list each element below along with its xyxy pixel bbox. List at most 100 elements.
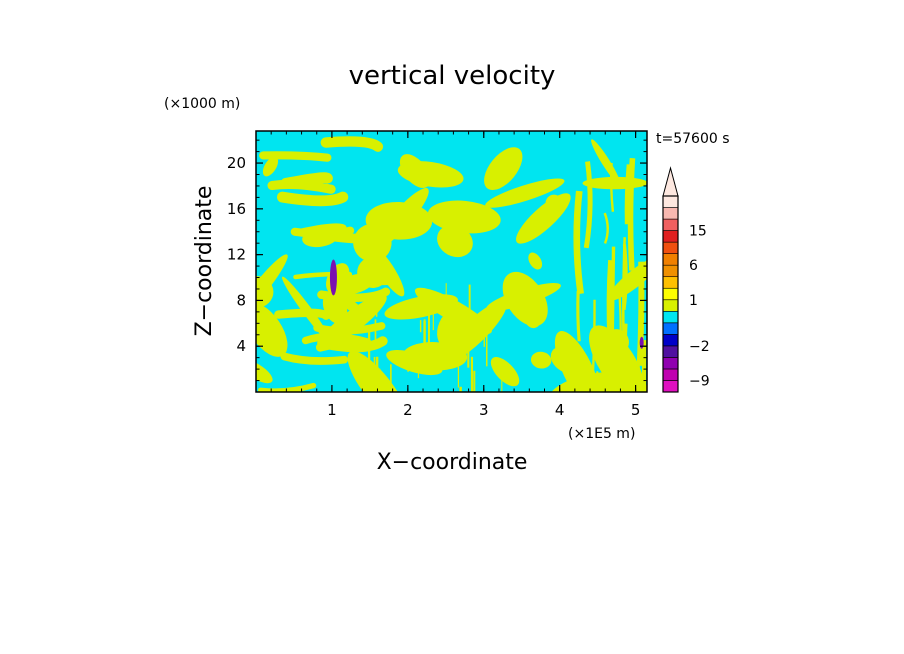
colorbar-label: −2: [689, 339, 710, 355]
positive-streak: [614, 333, 619, 392]
positive-band: [257, 382, 317, 392]
positive-region: [530, 351, 552, 369]
positive-band: [259, 151, 332, 162]
x-tick-label: 4: [555, 401, 565, 419]
y-tick-label: 16: [227, 200, 246, 218]
positive-streak: [573, 190, 584, 295]
positive-band: [290, 226, 355, 238]
positive-region: [365, 202, 433, 240]
y-axis: 4 8 12 16 20: [227, 139, 647, 382]
positive-streak: [596, 371, 601, 392]
positive-streak: [617, 295, 622, 392]
negative-extreme-region: [329, 259, 337, 296]
positive-region: [485, 178, 565, 208]
positive-streak: [622, 237, 626, 339]
x-axis-unit: (×1E5 m): [568, 426, 635, 442]
x-tick-label: 1: [327, 401, 337, 419]
time-label: t=57600 s: [656, 131, 730, 147]
positive-band: [267, 179, 336, 194]
negative-extreme-region: [639, 336, 644, 349]
colorbar-segment: [662, 264, 679, 278]
positive-band: [274, 308, 331, 320]
positive-streak: [622, 364, 629, 392]
positive-region: [490, 357, 520, 387]
colorbar-segment: [662, 357, 679, 370]
positive-band: [315, 338, 371, 352]
colorbar-segment: [662, 230, 679, 243]
positive-band: [277, 191, 349, 207]
positive-band: [317, 287, 391, 302]
x-axis-label: X−coordinate: [377, 450, 528, 475]
positive-streak: [583, 161, 593, 249]
colorbar-extend-arrow: [662, 166, 679, 197]
positive-streak: [606, 259, 614, 342]
positive-region: [437, 307, 472, 350]
positive-region: [607, 256, 647, 301]
colorbar-segment: [662, 334, 679, 347]
colorbar-segment: [662, 253, 679, 266]
field-layer: [256, 131, 647, 392]
positive-region: [427, 200, 501, 234]
positive-region: [591, 139, 621, 185]
colorbar-segment: [662, 368, 679, 381]
positive-streak: [610, 246, 616, 356]
positive-band: [320, 136, 384, 152]
chart-title: vertical velocity: [349, 61, 556, 91]
positive-region: [397, 161, 464, 188]
colorbar-segment: [662, 380, 679, 393]
positive-regions: [256, 136, 647, 392]
positive-streak: [624, 164, 632, 225]
positive-region: [256, 302, 288, 357]
positive-band: [293, 271, 353, 280]
positive-region: [516, 193, 571, 244]
x-axis: 1 2 3 4 5: [270, 131, 641, 419]
positive-region: [256, 254, 288, 324]
y-tick-label: 12: [227, 246, 246, 264]
x-tick-label: 3: [479, 401, 489, 419]
positive-streak: [627, 157, 636, 271]
y-tick-label: 20: [227, 154, 246, 172]
colorbar-frame: [662, 195, 679, 393]
y-axis-label: Z−coordinate: [192, 186, 217, 337]
colorbar: 15 6 1 −2 −9: [662, 166, 710, 393]
colorbar-segment: [662, 195, 679, 208]
positive-streak: [603, 212, 609, 244]
positive-streak: [641, 357, 646, 392]
colorbar-segment: [662, 310, 679, 324]
positive-region: [484, 147, 523, 191]
positive-region: [502, 271, 548, 327]
colorbar-segment: [662, 207, 679, 220]
positive-streak: [587, 371, 595, 392]
positive-region: [437, 224, 473, 258]
colorbar-label: 15: [689, 224, 707, 240]
positive-streak: [640, 384, 647, 392]
y-tick-label: 4: [236, 337, 246, 355]
positive-streak: [576, 291, 581, 342]
colorbar-segment: [662, 299, 679, 312]
y-axis-unit: (×1000 m): [164, 96, 240, 112]
colorbar-segment: [662, 241, 679, 254]
positive-streak: [609, 162, 615, 212]
positive-region: [262, 156, 279, 177]
x-tick-label: 2: [403, 401, 413, 419]
colorbar-label: 1: [689, 293, 698, 309]
x-tick-label: 5: [631, 401, 641, 419]
positive-region: [386, 349, 443, 376]
positive-region: [528, 252, 543, 270]
plot-frame: [255, 130, 648, 393]
positive-region: [384, 294, 458, 320]
colorbar-label: −9: [689, 373, 710, 389]
colorbar-segment: [662, 276, 679, 289]
colorbar-segment: [662, 218, 679, 231]
positive-streak: [582, 378, 587, 392]
y-tick-label: 8: [236, 291, 246, 309]
positive-band: [326, 275, 393, 286]
positive-region: [441, 300, 507, 364]
colorbar-segment: [662, 322, 679, 335]
colorbar-label: 6: [689, 258, 698, 274]
positive-streak: [636, 261, 645, 366]
colorbar-segment: [662, 345, 679, 358]
colorbar-segment: [662, 287, 679, 301]
positive-streak: [625, 367, 630, 392]
